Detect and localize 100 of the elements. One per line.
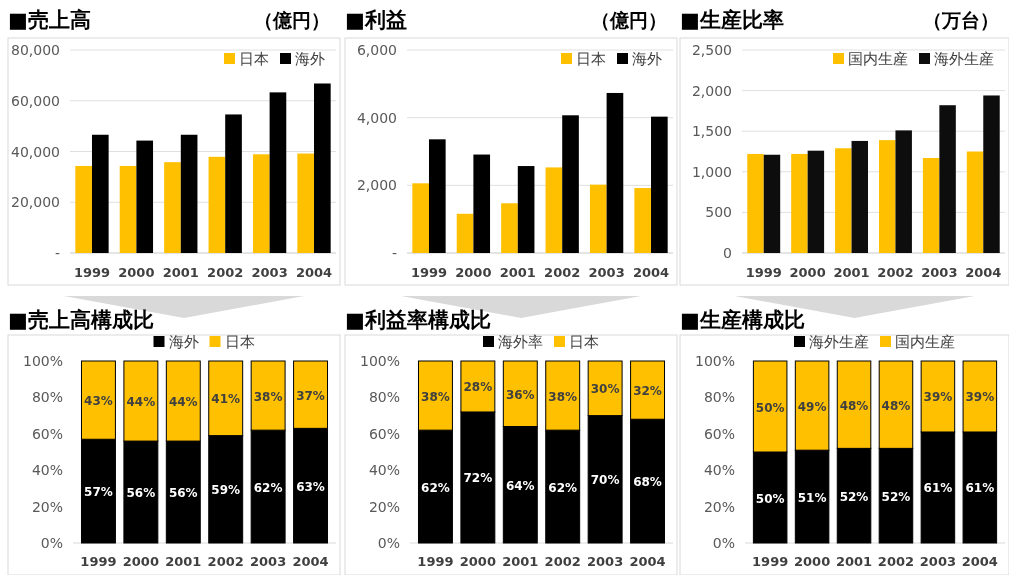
chart-title: ■利益 [345, 8, 407, 32]
data-label: 36% [505, 387, 535, 402]
x-tick-label: 1999 [80, 554, 117, 569]
x-tick-label: 2003 [588, 265, 625, 280]
data-label: 49% [797, 399, 827, 414]
data-label: 50% [755, 400, 785, 415]
legend-label: 海外率 [498, 333, 543, 351]
y-axis-title: （万台） [923, 9, 999, 31]
bar [763, 154, 781, 253]
bar [807, 150, 825, 253]
x-tick-label: 2000 [789, 265, 826, 280]
y-tick-label: 80% [31, 389, 63, 406]
bar [545, 167, 563, 253]
data-label: 28% [463, 380, 493, 395]
y-tick-label: 100% [22, 353, 63, 369]
legend-label: 日本 [224, 333, 255, 351]
y-tick-label: 60% [31, 425, 63, 442]
data-label: 62% [253, 480, 283, 495]
bar [297, 153, 315, 253]
chart-title: ■生産比率 [680, 8, 784, 32]
legend-label: 日本 [239, 50, 269, 68]
y-tick-label: 0% [40, 535, 63, 551]
bar [895, 130, 912, 253]
y-tick-label: 20% [703, 498, 735, 515]
y-axis-title: （億円） [591, 9, 667, 31]
legend-label: 日本 [569, 333, 599, 351]
bar [164, 162, 181, 253]
data-label: 62% [421, 480, 450, 495]
data-label: 70% [590, 473, 620, 488]
y-tick-label: 80,000 [11, 42, 60, 58]
y-tick-label: 500 [705, 204, 732, 221]
bar [501, 203, 518, 253]
bar [651, 116, 668, 253]
data-label: 51% [797, 490, 827, 505]
data-label: 56% [168, 486, 198, 501]
data-label: 61% [965, 481, 995, 496]
y-tick-label: 40% [368, 462, 400, 479]
data-label: 68% [633, 475, 662, 490]
y-tick-label: 2,000 [691, 82, 732, 99]
bar [428, 139, 446, 253]
bar [136, 140, 154, 253]
bar [412, 183, 429, 253]
x-tick-label: 1999 [73, 265, 111, 280]
x-tick-label: 1999 [410, 265, 448, 280]
data-label: 44% [168, 395, 198, 410]
x-tick-label: 2002 [544, 554, 581, 569]
data-label: 38% [421, 389, 450, 404]
bar [473, 154, 491, 253]
y-tick-label: 80% [703, 389, 735, 406]
data-label: 57% [84, 485, 113, 500]
x-tick-label: 2004 [632, 265, 670, 280]
x-tick-label: 2003 [251, 265, 288, 280]
y-tick-label: 60% [703, 425, 735, 442]
data-label: 48% [839, 398, 869, 413]
bar [562, 115, 579, 253]
y-tick-label: 0 [723, 245, 732, 261]
bar [939, 105, 956, 253]
x-tick-label: 2002 [877, 554, 915, 569]
chart-title: ■売上高構成比 [8, 308, 154, 332]
x-tick-label: 2001 [165, 554, 202, 569]
data-label: 56% [126, 486, 156, 501]
bar [252, 154, 270, 253]
bar [225, 114, 242, 253]
bar [91, 134, 109, 253]
data-label: 62% [548, 480, 578, 495]
y-tick-label: 60% [368, 425, 400, 442]
y-axis-title: （億円） [254, 9, 330, 31]
bar [747, 153, 764, 253]
data-label: 41% [211, 392, 241, 407]
y-tick-label: - [391, 245, 397, 261]
y-tick-label: 1,500 [691, 123, 732, 140]
data-label: 38% [548, 389, 578, 404]
chart-title: ■売上高 [8, 8, 91, 32]
x-tick-label: 2003 [587, 554, 624, 569]
bar [878, 140, 896, 253]
bar [983, 95, 1000, 253]
data-label: 59% [211, 483, 241, 498]
legend-label: 海外 [632, 50, 662, 68]
legend-label: 海外生産 [934, 50, 994, 68]
bar [208, 156, 226, 253]
data-label: 61% [923, 481, 953, 496]
y-tick-label: 2,500 [691, 42, 732, 58]
x-tick-label: 1999 [417, 554, 454, 569]
bar [314, 83, 331, 253]
y-tick-label: 2,000 [356, 177, 397, 194]
bar [634, 188, 652, 253]
x-tick-label: 2000 [122, 554, 159, 569]
bar [517, 166, 535, 253]
x-tick-label: 2001 [502, 554, 539, 569]
y-tick-label: 40% [703, 462, 735, 479]
bar [119, 165, 137, 253]
bar [851, 140, 869, 253]
x-tick-label: 2000 [455, 265, 492, 280]
x-tick-label: 2002 [207, 554, 244, 569]
legend-label: 海外 [168, 333, 199, 351]
data-label: 37% [296, 388, 325, 403]
bar [966, 151, 984, 253]
y-tick-label: 100% [694, 353, 735, 369]
y-tick-label: 100% [359, 353, 400, 369]
bar [75, 165, 92, 253]
